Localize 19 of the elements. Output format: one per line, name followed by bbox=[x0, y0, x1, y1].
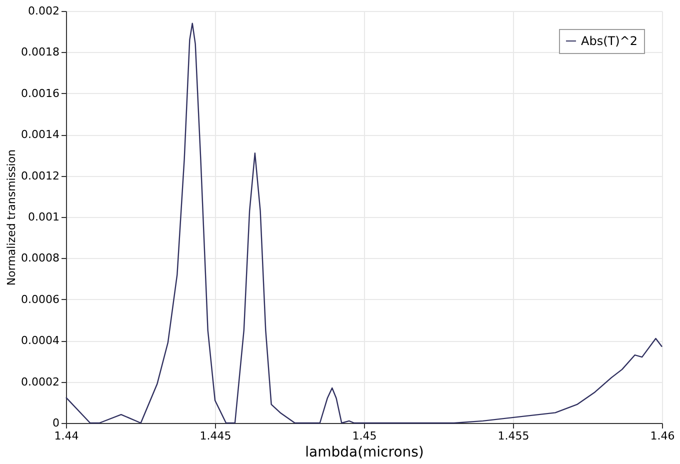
y-tick-label: 0.0002 bbox=[21, 375, 60, 388]
x-tick-label: 1.44 bbox=[54, 430, 79, 442]
y-tick-label: 0.0014 bbox=[21, 128, 60, 142]
y-tick-label: 0.0008 bbox=[21, 252, 60, 265]
legend-label: Abs(T)^2 bbox=[581, 34, 638, 48]
y-tick-label: 0.0018 bbox=[21, 46, 60, 59]
y-tick-label: 0.0016 bbox=[21, 86, 60, 100]
y-tick-label: 0 bbox=[52, 416, 60, 430]
x-tick-label: 1.445 bbox=[200, 430, 232, 442]
y-axis-title: Normalized transmission bbox=[5, 149, 18, 286]
y-tick-label: 0.0004 bbox=[21, 334, 60, 348]
y-tick-label: 0.002 bbox=[28, 4, 60, 18]
y-tick-label: 0.0006 bbox=[21, 292, 60, 306]
y-tick-label: 0.001 bbox=[28, 210, 60, 224]
x-axis-title: lambda(microns) bbox=[305, 444, 424, 460]
x-tick-label: 1.455 bbox=[498, 430, 530, 442]
x-tick-label: 1.46 bbox=[650, 430, 675, 442]
y-tick-label: 0.0012 bbox=[21, 169, 60, 182]
x-tick-label: 1.45 bbox=[352, 430, 377, 442]
